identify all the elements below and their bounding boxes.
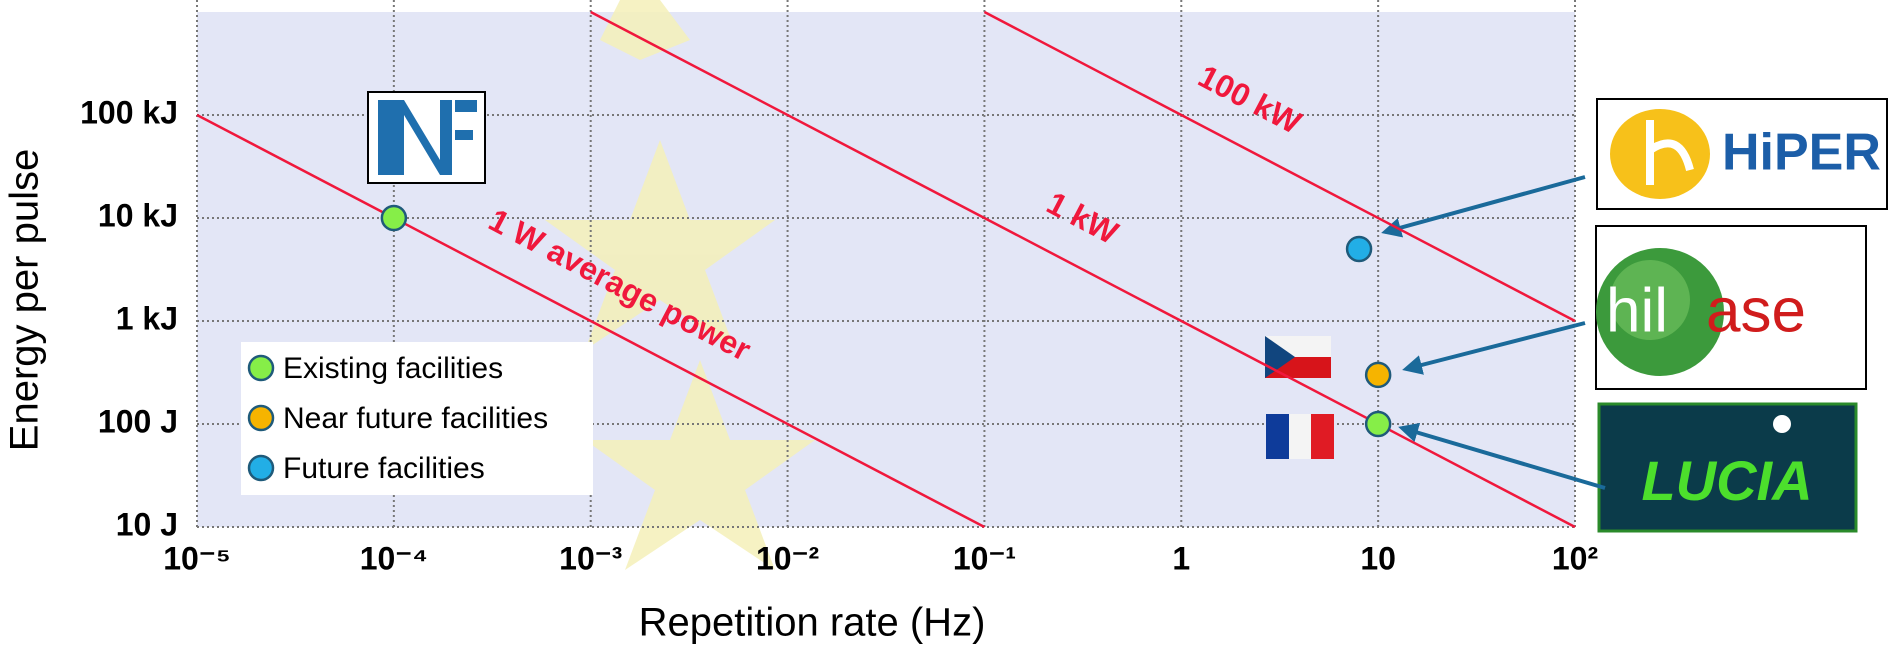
y-tick-label: 10 J — [116, 506, 178, 542]
x-tick-label: 10² — [1552, 540, 1598, 576]
point — [1366, 363, 1390, 387]
point — [1347, 237, 1371, 261]
hilase-text-2: ase — [1706, 276, 1806, 345]
legend-label: Existing facilities — [283, 352, 503, 385]
y-tick-label: 10 kJ — [98, 197, 178, 233]
hilase-logo: hil ase — [1596, 226, 1866, 389]
french-flag — [1266, 414, 1334, 459]
lucia-text: LUCIA — [1641, 449, 1812, 512]
x-tick-label: 10⁻¹ — [953, 540, 1016, 576]
legend-marker — [249, 406, 273, 430]
x-tick-label: 10⁻⁵ — [163, 540, 231, 576]
x-tick-label: 10⁻² — [756, 540, 819, 576]
x-tick-label: 10⁻³ — [559, 540, 622, 576]
y-tick-label: 1 kJ — [116, 300, 178, 336]
point — [382, 206, 406, 230]
czech-flag — [1265, 336, 1331, 378]
hiper-logo: HiPER — [1597, 99, 1887, 209]
y-tick-label: 100 J — [98, 403, 178, 439]
hilase-text-1: hil — [1606, 276, 1668, 345]
point — [1366, 412, 1390, 436]
y-tick-label: 100 kJ — [80, 94, 178, 130]
y-axis-title: Energy per pulse — [3, 149, 47, 451]
chart: HiPER hil ase LUCIA Existing facilities N… — [0, 0, 1893, 656]
x-tick-label: 10 — [1360, 540, 1396, 576]
legend-marker — [249, 456, 273, 480]
nif-logo — [368, 92, 485, 183]
x-tick-label: 1 — [1172, 540, 1190, 576]
x-axis-title: Repetition rate (Hz) — [639, 601, 986, 645]
legend-marker — [249, 356, 273, 380]
legend-label: Near future facilities — [283, 402, 548, 435]
hiper-text: HiPER — [1722, 124, 1881, 182]
legend-label: Future facilities — [283, 452, 485, 485]
x-tick-label: 10⁻⁴ — [360, 540, 428, 576]
lucia-logo: LUCIA — [1599, 404, 1856, 531]
